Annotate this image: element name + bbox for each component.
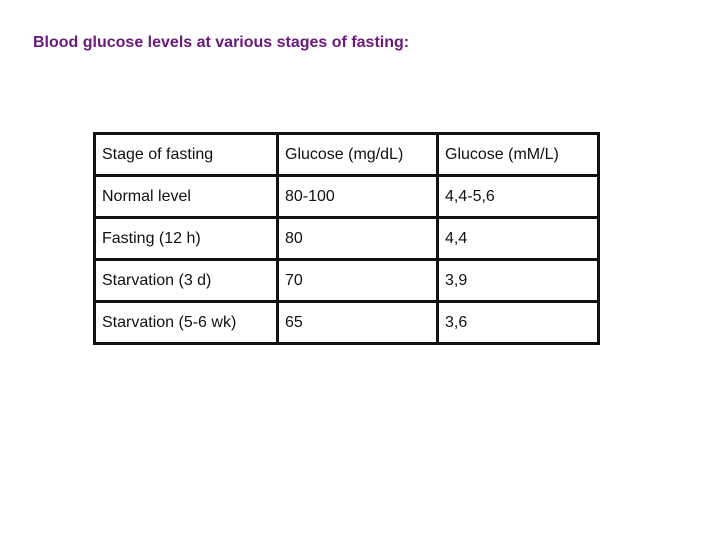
table-cell-glucose-mml: 4,4 xyxy=(445,229,468,247)
column-header-glucose-mml: Glucose (mM/L) xyxy=(445,145,559,163)
table-row: Fasting (12 h) 80 4,4 xyxy=(94,217,599,260)
table-cell-stage: Starvation (3 d) xyxy=(94,259,279,302)
page-title: Blood glucose levels at various stages o… xyxy=(33,34,410,51)
table-cell-glucose-mgdl: 80 xyxy=(277,217,439,260)
column-header-glucose-mgdl: Glucose (mg/dL) xyxy=(277,133,439,176)
table-cell-glucose-mml: 3,6 xyxy=(445,313,468,331)
table-cell-stage: Fasting (12 h) xyxy=(94,217,279,260)
table-row: Starvation (5-6 wk) 65 3,6 xyxy=(94,301,599,344)
glucose-table: Stage of fasting Glucose (mg/dL) Glucose… xyxy=(93,132,600,345)
table-cell-stage: Normal level xyxy=(94,175,279,218)
table-cell-glucose-mgdl: 80-100 xyxy=(277,175,439,218)
table-cell-glucose-mgdl: 65 xyxy=(277,301,439,344)
table-header-row: Stage of fasting Glucose (mg/dL) Glucose… xyxy=(94,133,599,176)
table-cell-glucose-mml: 3,9 xyxy=(445,271,468,289)
column-header-stage: Stage of fasting xyxy=(94,133,279,176)
table-cell-glucose-mml: 4,4-5,6 xyxy=(445,187,495,205)
table-cell-glucose-mgdl: 70 xyxy=(277,259,439,302)
table-row: Normal level 80-100 4,4-5,6 xyxy=(94,175,599,218)
table-row: Starvation (3 d) 70 3,9 xyxy=(94,259,599,302)
table-cell-stage: Starvation (5-6 wk) xyxy=(94,301,279,344)
